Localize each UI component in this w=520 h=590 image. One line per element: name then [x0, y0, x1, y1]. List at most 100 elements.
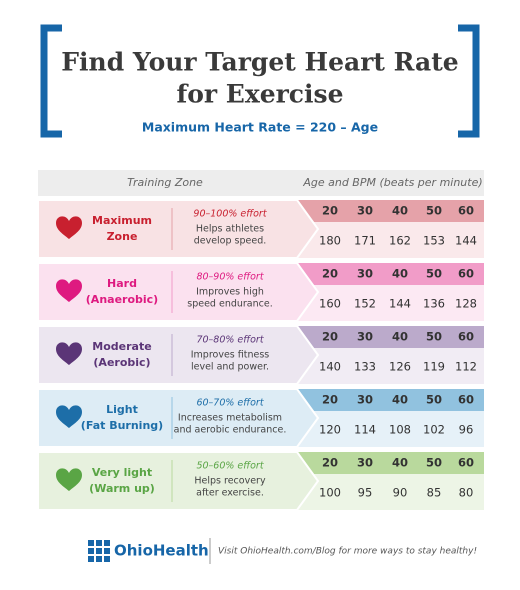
bpm: 160	[319, 297, 341, 311]
zone-name: Light	[106, 403, 138, 416]
age: 50	[426, 393, 442, 407]
bpm: 128	[455, 297, 477, 311]
age: 30	[357, 456, 373, 470]
age: 40	[392, 393, 408, 407]
zone-panel	[37, 388, 320, 448]
bpm: 140	[319, 360, 341, 374]
age: 40	[392, 456, 408, 470]
zone-panel	[37, 325, 320, 385]
bpm: 171	[354, 234, 376, 248]
bpm: 119	[423, 360, 445, 374]
zone-name: Zone	[107, 230, 138, 243]
age: 60	[458, 204, 474, 218]
zone-description: level and power.	[191, 362, 269, 373]
age: 20	[322, 204, 338, 218]
age-band	[297, 200, 484, 222]
title-line: Find Your Target Heart Rate	[61, 48, 458, 77]
age: 40	[392, 204, 408, 218]
bpm: 144	[455, 234, 477, 248]
age: 20	[322, 456, 338, 470]
zone-description: Increases metabolism	[178, 413, 282, 424]
zone-effort: 50–60% effort	[196, 461, 264, 472]
footer-logo	[88, 540, 110, 562]
zone-description: Improves high	[196, 287, 264, 298]
age: 50	[426, 204, 442, 218]
zone-effort: 60–70% effort	[196, 398, 264, 409]
bpm: 152	[354, 297, 376, 311]
age: 40	[392, 267, 408, 281]
bpm: 133	[354, 360, 376, 374]
bracket-right	[458, 24, 480, 138]
zone-description: after exercise.	[196, 488, 264, 499]
column-header: Age and BPM (beats per minute)	[302, 176, 482, 189]
age: 60	[458, 393, 474, 407]
zone-name: Very light	[92, 466, 152, 479]
zone-panel	[37, 199, 320, 259]
age: 60	[458, 330, 474, 344]
bpm: 90	[393, 486, 408, 500]
heart-icon	[56, 405, 82, 428]
bpm: 85	[427, 486, 442, 500]
column-header: Training Zone	[127, 176, 203, 189]
heart-icon	[56, 279, 82, 302]
zone-description: Improves fitness	[191, 350, 270, 361]
bpm: 100	[319, 486, 341, 500]
zone-effort: 90–100% effort	[193, 209, 267, 220]
age: 40	[392, 330, 408, 344]
zone-description: Helps recovery	[194, 476, 266, 487]
zone-effort: 80–90% effort	[196, 272, 264, 283]
zone-name: (Aerobic)	[93, 356, 150, 369]
title-line: for Exercise	[176, 80, 343, 109]
heart-icon	[56, 468, 82, 491]
zone-description: develop speed.	[194, 236, 267, 247]
footer-brand: OhioHealth	[114, 542, 209, 560]
footer-message: Visit OhioHealth.com/Blog for more ways …	[218, 547, 477, 557]
age-band	[297, 389, 484, 411]
age: 30	[357, 267, 373, 281]
age: 30	[357, 393, 373, 407]
subtitle: Maximum Heart Rate = 220 – Age	[142, 120, 378, 135]
age: 20	[322, 393, 338, 407]
bpm: 96	[459, 423, 474, 437]
zone-name: (Anaerobic)	[86, 293, 158, 306]
bpm: 112	[455, 360, 477, 374]
age-band	[297, 263, 484, 285]
bracket-left	[40, 24, 62, 138]
age: 30	[357, 204, 373, 218]
age: 50	[426, 267, 442, 281]
bpm: 120	[319, 423, 341, 437]
age: 50	[426, 330, 442, 344]
zone-name: Maximum	[92, 214, 152, 227]
zone-name: (Warm up)	[89, 482, 155, 495]
bpm: 153	[423, 234, 445, 248]
zone-description: and aerobic endurance.	[174, 425, 287, 436]
age-band	[297, 452, 484, 474]
zone-name: (Fat Burning)	[81, 419, 163, 432]
heart-icon	[56, 342, 82, 365]
zone-name: Hard	[107, 277, 137, 290]
bpm: 162	[389, 234, 411, 248]
bpm: 144	[389, 297, 411, 311]
heart-icon	[56, 216, 82, 239]
bpm: 114	[354, 423, 376, 437]
bpm: 95	[358, 486, 373, 500]
age: 50	[426, 456, 442, 470]
header-row	[38, 170, 484, 196]
bpm: 80	[459, 486, 474, 500]
bpm: 180	[319, 234, 341, 248]
bpm: 136	[423, 297, 445, 311]
age-band	[297, 326, 484, 348]
age: 20	[322, 330, 338, 344]
bpm: 126	[389, 360, 411, 374]
zone-panel	[37, 451, 320, 511]
zone-description: speed endurance.	[187, 299, 272, 310]
zone-description: Helps athletes	[196, 224, 264, 235]
zone-panel	[37, 262, 320, 322]
zone-name: Moderate	[92, 340, 151, 353]
age: 30	[357, 330, 373, 344]
age: 60	[458, 267, 474, 281]
bpm: 108	[389, 423, 411, 437]
age: 20	[322, 267, 338, 281]
zone-effort: 70–80% effort	[196, 335, 264, 346]
